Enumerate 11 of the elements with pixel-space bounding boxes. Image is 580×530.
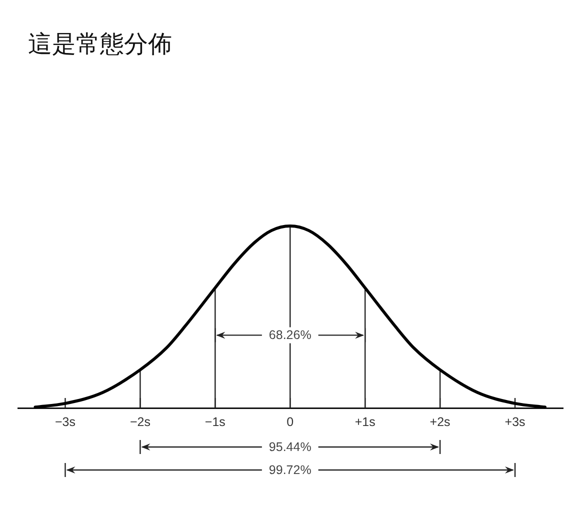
annotation: 68.26%: [268, 328, 312, 342]
x-tick-label: −3s: [54, 414, 76, 429]
x-tick-label: −1s: [204, 414, 226, 429]
x-tick-label: +2s: [430, 414, 450, 429]
x-tick-label: −2s: [130, 414, 150, 429]
text: 95.44%: [268, 440, 312, 454]
text: 99.72%: [268, 462, 312, 477]
x-tick-label: +1s: [354, 414, 376, 429]
x-tick-label: +3s: [504, 414, 526, 429]
chart-title: 這是常態分佈: [28, 30, 172, 58]
x-tick-label: 0: [286, 414, 294, 429]
